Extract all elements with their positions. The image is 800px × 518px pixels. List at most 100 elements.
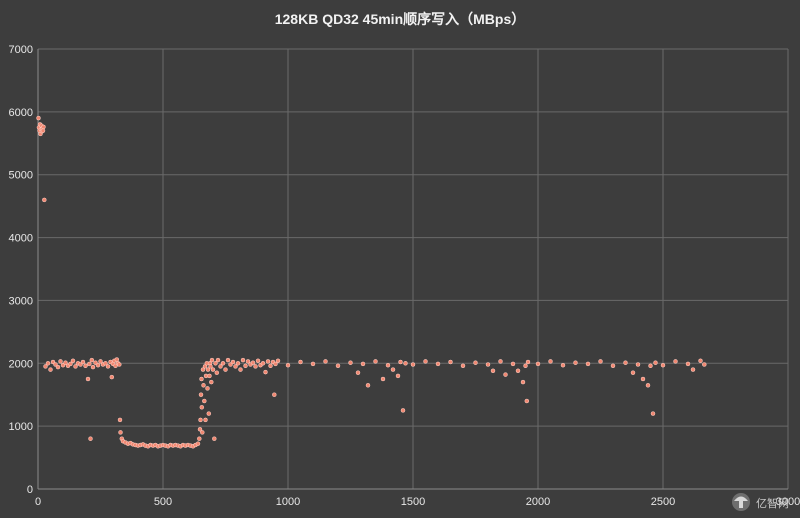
data-point — [200, 367, 206, 372]
data-point — [255, 358, 261, 364]
data-point — [610, 363, 616, 369]
data-point — [323, 359, 328, 364]
data-point — [490, 368, 496, 374]
data-point — [335, 363, 341, 369]
data-point — [114, 357, 120, 362]
data-point — [645, 383, 651, 388]
y-tick-label: 7000 — [9, 44, 33, 56]
data-point — [525, 359, 531, 365]
data-point — [520, 379, 526, 385]
data-point — [560, 362, 566, 368]
mushroom-logo-icon — [732, 493, 750, 511]
data-point — [380, 376, 386, 382]
data-point — [45, 361, 51, 366]
data-point — [233, 364, 238, 369]
data-point — [200, 430, 205, 435]
data-point — [223, 367, 228, 372]
data-point — [403, 361, 408, 366]
data-point — [207, 373, 212, 379]
data-point — [272, 392, 277, 397]
data-point — [212, 436, 217, 441]
data-point — [199, 405, 205, 410]
axis-layer: 0 1000 2000 3000 4000 5000 6000 7000 0 500 1000 150… — [9, 44, 800, 508]
data-point — [268, 363, 273, 369]
grid-layer — [37, 48, 789, 490]
data-point — [205, 386, 210, 391]
data-point — [265, 359, 271, 364]
data-point — [435, 361, 441, 367]
data-point — [298, 359, 303, 365]
data-point — [485, 362, 491, 367]
data-point — [58, 359, 63, 364]
data-point — [523, 363, 528, 369]
data-point — [653, 360, 658, 365]
data-point — [285, 362, 291, 368]
data-point — [118, 430, 123, 435]
data-point — [498, 359, 503, 364]
data-point — [535, 361, 541, 367]
data-point — [73, 364, 78, 369]
data-point — [390, 367, 396, 372]
data-point — [40, 128, 46, 133]
data-point — [42, 197, 47, 203]
data-point — [209, 379, 214, 385]
data-point — [36, 115, 41, 121]
data-point — [202, 398, 207, 404]
data-point — [573, 360, 578, 365]
data-point — [83, 363, 88, 369]
data-point — [373, 359, 378, 364]
data-point — [205, 367, 211, 372]
data-point — [400, 408, 406, 413]
data-point — [275, 358, 281, 364]
data-point — [85, 376, 91, 382]
data-point — [89, 357, 95, 363]
data-point — [197, 436, 202, 441]
data-point — [598, 359, 603, 364]
data-point — [117, 417, 123, 423]
data-point — [635, 362, 641, 367]
data-point — [348, 360, 353, 365]
watermark-text: 亿智网 — [756, 496, 789, 510]
x-tick-label: 1000 — [276, 496, 300, 508]
data-point — [55, 364, 61, 370]
data-point — [117, 362, 122, 367]
data-point — [360, 361, 366, 367]
data-point — [213, 361, 218, 366]
chart-title: 128KB QD32 45min顺序写入（MBps） — [275, 11, 526, 27]
data-point — [385, 362, 391, 368]
data-point — [524, 398, 530, 404]
data-point — [702, 362, 707, 367]
data-point — [685, 361, 691, 367]
data-point — [673, 359, 678, 364]
data-point — [95, 362, 101, 368]
data-point — [263, 369, 268, 375]
data-point — [109, 374, 115, 380]
data-point — [198, 392, 204, 397]
data-point — [650, 411, 656, 416]
data-point — [199, 376, 204, 382]
data-point — [210, 367, 216, 372]
y-tick-label: 6000 — [9, 107, 33, 119]
data-point — [515, 368, 521, 374]
x-tick-label: 1500 — [401, 496, 425, 508]
y-tick-label: 5000 — [9, 170, 33, 182]
data-point — [623, 360, 628, 365]
data-point — [208, 364, 213, 369]
data-point — [201, 383, 206, 388]
data-point — [585, 361, 591, 367]
data-point — [206, 411, 212, 416]
data-point — [630, 370, 636, 375]
y-tick-label: 0 — [27, 484, 33, 496]
data-point — [510, 361, 516, 367]
data-point — [198, 417, 203, 423]
data-point — [225, 357, 231, 363]
points-layer — [36, 115, 707, 449]
data-point — [103, 361, 108, 366]
data-point — [423, 359, 428, 364]
data-point — [43, 364, 48, 369]
data-point — [98, 359, 103, 364]
data-point — [548, 359, 553, 364]
x-tick-label: 3000 — [776, 496, 800, 508]
